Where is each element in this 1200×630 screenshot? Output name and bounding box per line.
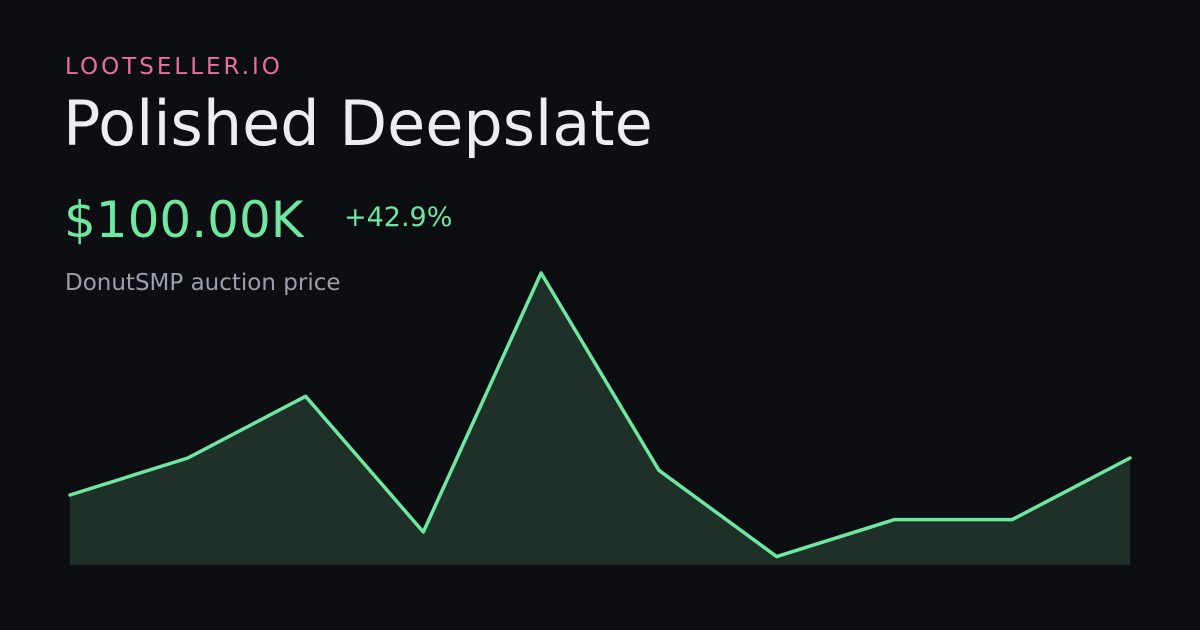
area [70,273,1130,565]
price: $100.00K [64,191,305,249]
brand: LOOTSELLER.IO [65,54,283,80]
title: Polished Deepslate [63,87,653,160]
line [68,271,1132,559]
subtitle: DonutSMP auction price [65,270,341,296]
change: +42.9% [344,202,452,233]
